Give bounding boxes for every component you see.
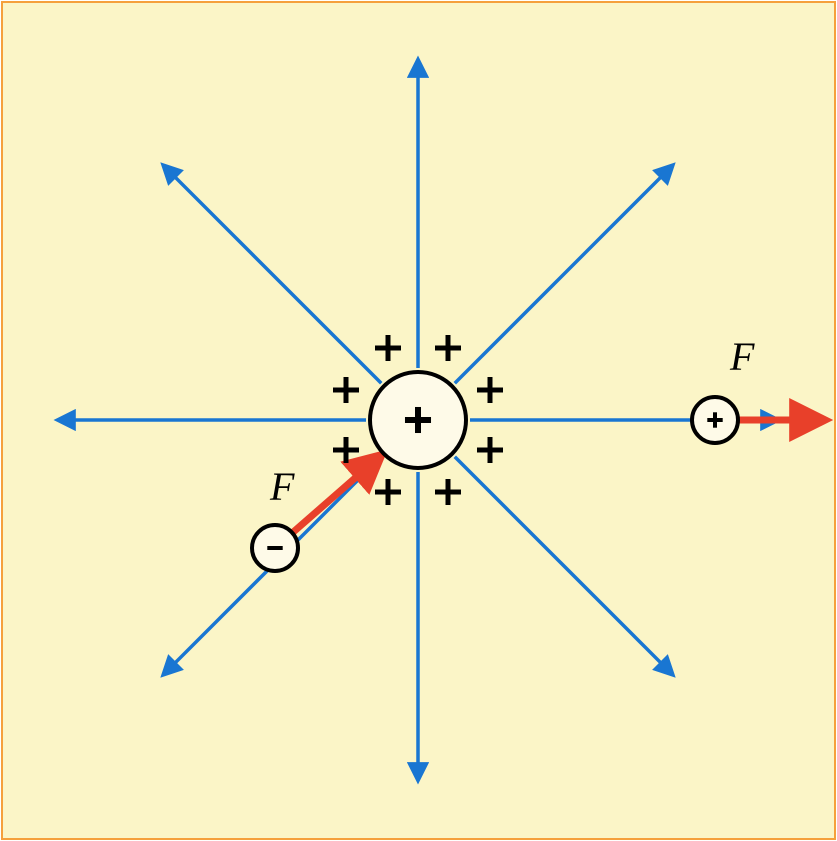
force-label-negative: F (269, 464, 295, 509)
diagram-svg: FF (0, 0, 837, 841)
force-label-positive: F (729, 334, 755, 379)
electric-field-diagram: FF (0, 0, 837, 841)
